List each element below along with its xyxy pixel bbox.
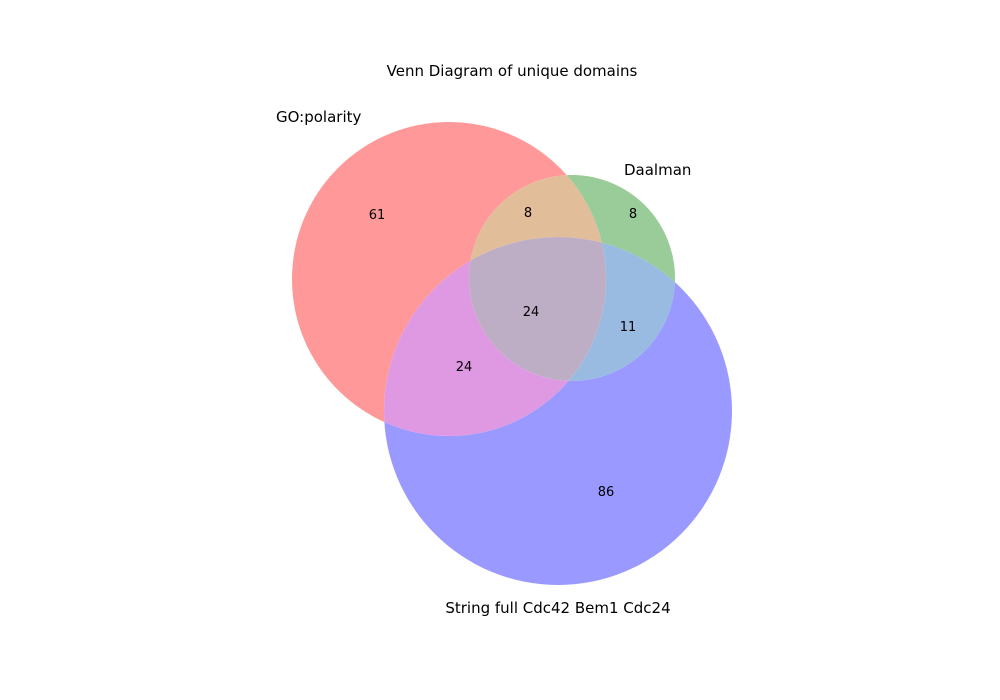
set-label-a: GO:polarity [276,108,361,126]
count-abc: 24 [523,305,540,320]
count-ac: 24 [456,360,473,375]
diagram-title: Venn Diagram of unique domains [387,62,638,80]
set-label-b: Daalman [624,161,691,179]
count-bc: 11 [620,320,637,335]
count-ab: 8 [524,206,532,221]
count-a-only: 61 [369,208,386,223]
set-label-c: String full Cdc42 Bem1 Cdc24 [445,599,670,617]
count-b-only: 8 [629,207,637,222]
count-c-only: 86 [598,485,615,500]
